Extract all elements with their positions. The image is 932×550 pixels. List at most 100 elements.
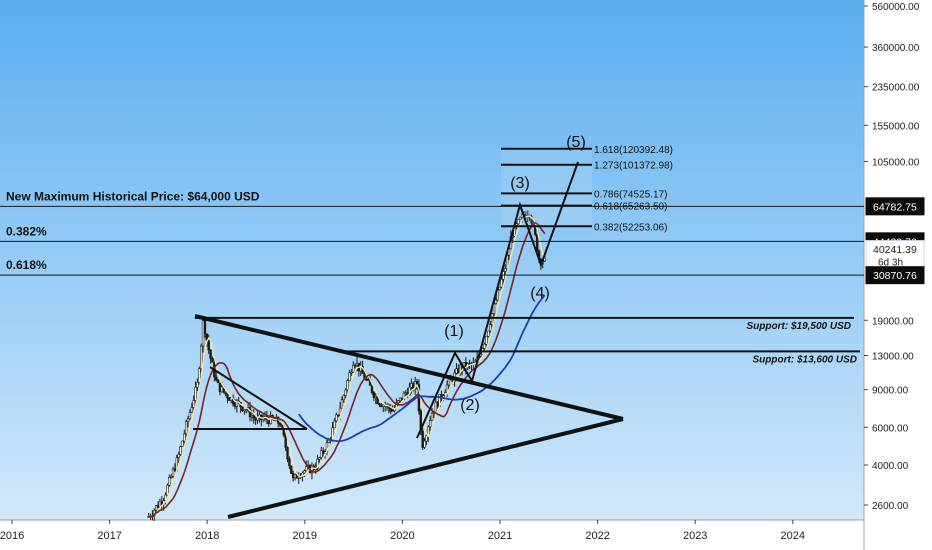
fib-label-2: 0.786(74525.17) xyxy=(594,189,667,200)
candle-body-92 xyxy=(320,450,323,458)
candle-body-57 xyxy=(254,417,257,421)
x-tick-label-5: 2021 xyxy=(488,530,512,542)
wave-label-2: (3) xyxy=(510,175,530,192)
candle-body-105 xyxy=(344,389,347,396)
y-tick-label-5: 19000.00 xyxy=(872,316,914,327)
y-tick-label-2: 235000.00 xyxy=(872,83,920,94)
horizontal-levels xyxy=(0,205,864,276)
candle-body-12 xyxy=(169,475,173,478)
candle-body-55 xyxy=(250,415,254,418)
candle-body-33 xyxy=(209,349,212,359)
candle-body-83 xyxy=(303,470,306,474)
candle-body-26 xyxy=(196,382,199,388)
candle-body-120 xyxy=(372,392,376,398)
wave-label-3: (4) xyxy=(530,285,550,302)
candle-body-183 xyxy=(490,313,494,325)
candle-body-90 xyxy=(316,458,319,469)
level-label-1: 0.382% xyxy=(6,224,47,238)
y-tick-label-10: 2600.00 xyxy=(872,501,909,512)
candle-body-22 xyxy=(188,411,192,419)
x-tick-label-3: 2019 xyxy=(293,530,317,542)
candle-body-93 xyxy=(321,450,325,454)
time-axis: 2016 2017 2018 2019 2020 2021 2022 2023 2024 xyxy=(0,520,805,542)
y-tick-label-4: 105000.00 xyxy=(872,157,920,168)
candle-body-207 xyxy=(535,234,539,252)
candle-body-56 xyxy=(252,415,255,419)
candle-body-16 xyxy=(177,454,180,459)
candle-body-110 xyxy=(353,364,357,367)
candle-body-197 xyxy=(517,219,520,225)
candle-body-80 xyxy=(297,476,300,479)
candle-body-10 xyxy=(166,484,169,496)
fib-label-4: 0.382(52253.06) xyxy=(594,222,667,233)
ma-long-line xyxy=(298,294,546,443)
candle-body-51 xyxy=(243,409,246,412)
candle-body-23 xyxy=(190,407,194,413)
annotations: New Maximum Historical Price: $64,000 US… xyxy=(6,134,857,414)
candle-body-47 xyxy=(235,400,239,407)
candle-body-130 xyxy=(391,410,394,413)
candle-body-198 xyxy=(519,217,522,220)
candle-body-31 xyxy=(205,333,209,341)
candle-body-43 xyxy=(228,397,231,401)
y-tick-label-0: 560000.00 xyxy=(872,2,920,13)
candle-body-121 xyxy=(374,396,377,398)
candle-body-188 xyxy=(500,279,503,288)
candle-body-52 xyxy=(245,409,248,411)
candle-body-78 xyxy=(293,473,297,479)
x-tick-label-6: 2022 xyxy=(585,530,609,542)
candle-body-73 xyxy=(284,434,287,448)
candle-body-76 xyxy=(290,465,293,474)
candle-body-54 xyxy=(248,407,252,418)
candle-body-7 xyxy=(160,501,163,505)
elliott-wave-path xyxy=(416,161,579,439)
candle-body-19 xyxy=(183,433,186,442)
level-label-2: 0.618% xyxy=(6,258,47,272)
candle-body-5 xyxy=(156,505,160,508)
candle-body-108 xyxy=(350,371,353,374)
candle-body-107 xyxy=(348,372,351,381)
candle-body-150 xyxy=(428,420,432,428)
price-badge-label-0: 64782.75 xyxy=(873,201,917,213)
fib-label-0: 1.618(120392.48) xyxy=(594,145,673,156)
candle-body-140 xyxy=(410,383,413,388)
candle-body-160 xyxy=(447,378,451,386)
candle-body-37 xyxy=(216,379,220,384)
candle-body-102 xyxy=(338,407,342,416)
candle-body-151 xyxy=(430,413,434,421)
candle-body-123 xyxy=(378,403,381,406)
fib-label-1: 1.273(101372.98) xyxy=(594,161,673,172)
candle-body-17 xyxy=(179,446,182,455)
x-tick-label-7: 2023 xyxy=(683,530,707,542)
candle-body-13 xyxy=(171,468,175,477)
x-tick-label-2: 2018 xyxy=(195,530,219,542)
candle-body-46 xyxy=(233,403,237,407)
y-tick-label-1: 360000.00 xyxy=(872,43,920,54)
candle-body-154 xyxy=(436,401,439,408)
moving-averages xyxy=(148,215,546,518)
candle-body-36 xyxy=(215,376,218,381)
candle-body-74 xyxy=(286,446,289,460)
candle-body-20 xyxy=(184,421,188,435)
x-tick-label-1: 2017 xyxy=(97,530,121,542)
support-label-0: Support: $19,500 USD xyxy=(747,321,851,332)
price-badge-0 xyxy=(865,197,925,216)
drawings xyxy=(193,161,860,519)
candle-body-99 xyxy=(333,420,336,429)
candle-body-14 xyxy=(173,468,177,471)
fib-label-3: 0.618(65263.50) xyxy=(594,202,667,213)
candle-body-100 xyxy=(335,414,338,422)
candle-body-34 xyxy=(211,357,214,363)
candle-body-11 xyxy=(168,477,171,486)
fib-extension-box xyxy=(501,148,592,227)
y-tick-label-7: 9000.00 xyxy=(872,386,909,397)
candle-body-21 xyxy=(186,418,190,422)
candle-body-124 xyxy=(380,404,383,407)
x-tick-label-0: 2016 xyxy=(0,530,24,542)
time-axis-panel xyxy=(0,520,864,550)
candle-body-165 xyxy=(457,368,460,374)
ma-mid-line xyxy=(148,221,546,518)
